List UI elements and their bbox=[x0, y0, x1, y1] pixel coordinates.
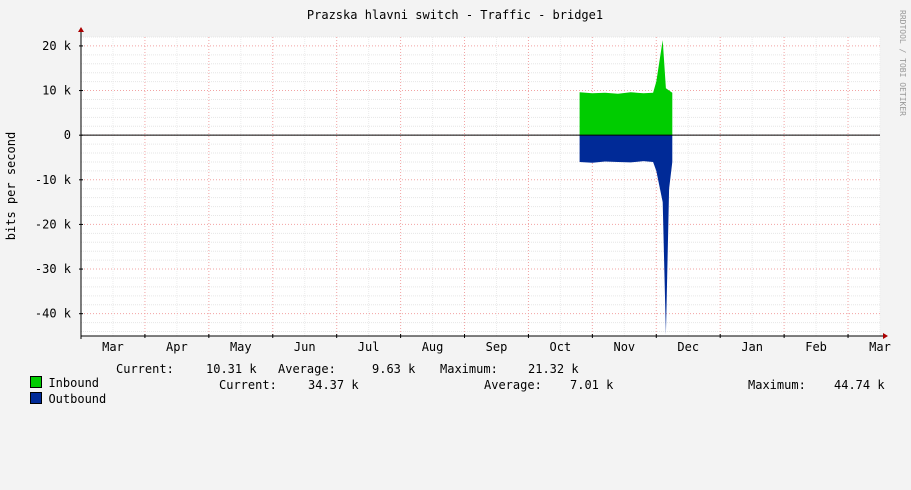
y-tick-label: -20 k bbox=[35, 217, 72, 231]
traffic-chart: 20 k 10 k 0 -10 k -20 k -30 k -40 k Mar Apr May J… bbox=[4, 8, 907, 354]
series-area-outbound bbox=[579, 135, 673, 335]
y-tick-label: -30 k bbox=[35, 262, 72, 276]
x-tick-label: Feb bbox=[805, 340, 827, 354]
x-tick-label: Jul bbox=[358, 340, 380, 354]
inbound-name: Inbound bbox=[48, 376, 100, 390]
y-tick-label: 0 bbox=[64, 128, 71, 142]
x-tick-label: Mar bbox=[102, 340, 124, 354]
x-tick-labels: Mar Apr May Jun Jul Aug Sep Oct Nov Dec Jan Feb Mar bbox=[102, 340, 891, 354]
x-tick-label: Sep bbox=[486, 340, 508, 354]
axes bbox=[78, 27, 888, 339]
y-axis-label: bits per second bbox=[4, 132, 18, 240]
outbound-average-label: Average: bbox=[484, 378, 542, 392]
series-areas bbox=[579, 40, 673, 335]
x-tick-label: Aug bbox=[422, 340, 444, 354]
y-tick-label: 20 k bbox=[42, 39, 72, 53]
x-tick-label: Nov bbox=[613, 340, 635, 354]
legend-inbound: Inbound Current: 10.31 k Average: 9.63 k… bbox=[16, 362, 579, 390]
y-tick-label: -10 k bbox=[35, 173, 72, 187]
x-tick-label: Oct bbox=[550, 340, 572, 354]
x-tick-label: Dec bbox=[677, 340, 699, 354]
watermark: RRDTOOL / TOBI OETIKER bbox=[898, 10, 907, 116]
outbound-maximum-value: 44.74 k bbox=[834, 378, 885, 392]
outbound-name: Outbound bbox=[48, 392, 107, 406]
inbound-maximum-label: Maximum: bbox=[440, 362, 498, 376]
x-tick-label: Jan bbox=[741, 340, 763, 354]
chart-title: Prazska hlavni switch - Traffic - bridge… bbox=[307, 8, 603, 22]
inbound-current-value: 10.31 k bbox=[206, 362, 257, 376]
x-tick-label: May bbox=[230, 340, 252, 354]
x-tick-label: Jun bbox=[294, 340, 316, 354]
inbound-swatch bbox=[30, 376, 43, 388]
inbound-average-value: 9.63 k bbox=[372, 362, 416, 376]
outbound-swatch bbox=[30, 392, 43, 404]
outbound-current-label: Current: bbox=[219, 378, 277, 392]
x-axis-arrow bbox=[883, 333, 888, 339]
y-tick-label: -40 k bbox=[35, 307, 72, 321]
plot-area bbox=[81, 37, 880, 336]
outbound-maximum-label: Maximum: bbox=[748, 378, 806, 392]
series-area-inbound bbox=[579, 40, 673, 136]
inbound-current-label: Current: bbox=[116, 362, 174, 376]
x-tick-label: Mar bbox=[869, 340, 891, 354]
y-axis-arrow bbox=[78, 27, 84, 32]
inbound-average-label: Average: bbox=[278, 362, 336, 376]
outbound-average-value: 7.01 k bbox=[570, 378, 614, 392]
legend-outbound: Outbound Current: 34.37 k Average: 7.01 … bbox=[16, 378, 885, 406]
outbound-current-value: 34.37 k bbox=[308, 378, 359, 392]
y-tick-labels: 20 k 10 k 0 -10 k -20 k -30 k -40 k bbox=[35, 39, 72, 321]
inbound-maximum-value: 21.32 k bbox=[528, 362, 579, 376]
y-tick-label: 10 k bbox=[42, 84, 72, 98]
x-tick-label: Apr bbox=[166, 340, 188, 354]
